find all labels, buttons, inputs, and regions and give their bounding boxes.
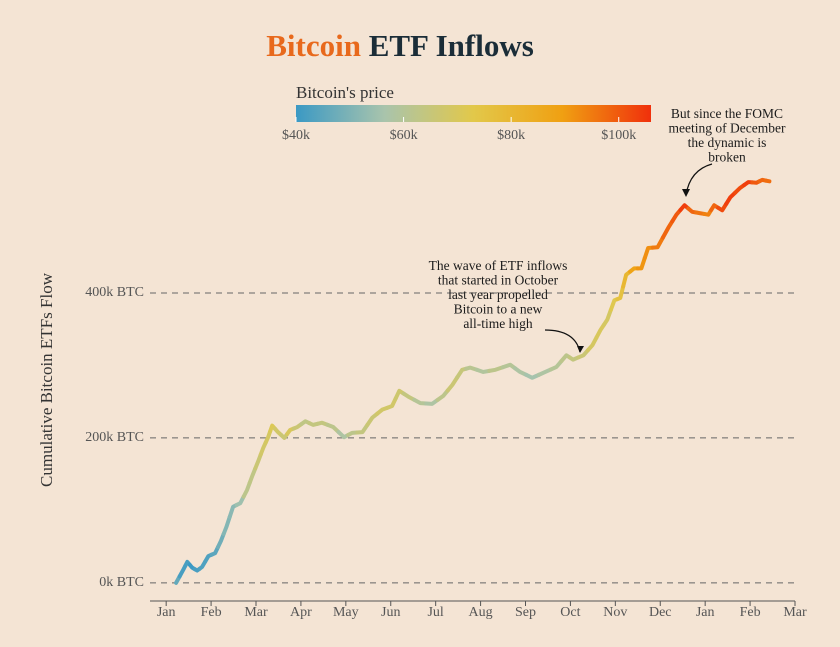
annotation: meeting of December: [669, 121, 786, 136]
line-segment: [401, 391, 417, 402]
line-segment: [487, 365, 505, 373]
y-tick-label: 200k BTC: [85, 430, 144, 445]
line-segment: [763, 178, 772, 184]
annotation: the dynamic is: [688, 135, 767, 150]
x-tick-label: Dec: [649, 605, 672, 620]
annotation: that started in October: [438, 273, 559, 288]
line-segment: [576, 348, 590, 360]
line-segment: [500, 362, 518, 371]
line-segment: [385, 396, 398, 410]
line-segment: [234, 494, 246, 507]
line-segment: [548, 359, 564, 372]
line-segment: [594, 322, 606, 340]
x-tick-label: Feb: [201, 605, 222, 620]
line-segment: [670, 207, 683, 224]
annotation: all-time high: [463, 316, 533, 331]
line-segment: [524, 372, 541, 380]
y-tick-label: 0k BTC: [99, 575, 144, 590]
annotation: last year propelled: [448, 287, 548, 302]
line-segment: [716, 201, 729, 213]
line-segment: [355, 422, 370, 435]
annotation: The wave of ETF inflows: [429, 258, 568, 273]
line-segment: [474, 367, 492, 374]
line-segment: [615, 284, 626, 302]
line-segment: [365, 411, 380, 427]
x-tick-label: Jul: [427, 605, 443, 620]
y-axis-label: Cumulative Bitcoin ETFs Flow: [37, 272, 56, 487]
x-tick-label: Feb: [740, 605, 761, 620]
colorbar: [296, 105, 651, 122]
annotation: broken: [708, 150, 746, 165]
line-segment: [241, 480, 252, 499]
x-tick-label: May: [333, 605, 359, 620]
x-tick-label: Oct: [560, 605, 580, 620]
line-segment: [263, 429, 273, 445]
title-highlight: Bitcoin: [266, 28, 361, 63]
line-segment: [724, 190, 738, 206]
line-segment: [424, 397, 440, 406]
x-tick-label: Mar: [244, 605, 268, 620]
line-segment: [464, 365, 479, 372]
line-segment: [197, 559, 208, 571]
x-tick-label: Jun: [381, 605, 400, 620]
annotation: Bitcoin to a new: [454, 302, 543, 317]
x-tick-label: Sep: [515, 605, 536, 620]
title-rest: ETF Inflows: [369, 28, 534, 63]
line-segment: [635, 256, 647, 271]
x-tick-label: Apr: [290, 605, 312, 620]
colorbar-tick-label: $80k: [497, 128, 525, 143]
annotation-arrowhead: [577, 346, 584, 353]
line-segment: [253, 452, 263, 471]
colorbar-title: Bitcoin's price: [296, 83, 394, 102]
line-segment: [660, 219, 675, 240]
x-tick-label: Jan: [157, 605, 176, 620]
x-tick-label: Nov: [603, 605, 627, 620]
line-segment: [513, 366, 529, 377]
line-segment: [445, 375, 460, 393]
line-segment: [209, 545, 221, 557]
x-tick-label: Aug: [469, 605, 493, 620]
x-tick-label: Mar: [783, 605, 807, 620]
y-tick-label: 400k BTC: [85, 285, 144, 300]
colorbar-tick-label: $60k: [390, 128, 418, 143]
annotation: But since the FOMC: [671, 106, 783, 121]
line-segment: [435, 388, 450, 402]
line-segment: [221, 514, 232, 536]
line-segment: [585, 335, 599, 353]
line-segment: [325, 422, 341, 435]
colorbar-tick-label: $40k: [282, 128, 310, 143]
x-tick-label: Jan: [696, 605, 715, 620]
line-segment: [601, 307, 613, 327]
chart-title: Bitcoin ETF Inflows: [266, 28, 534, 63]
colorbar-tick-label: $100k: [601, 128, 636, 143]
line-segment: [315, 420, 330, 427]
line-segment: [216, 531, 226, 550]
line-segment: [536, 367, 553, 377]
line-segment: [247, 466, 258, 485]
line-segment: [650, 235, 665, 250]
annotation-arrowhead: [682, 189, 690, 197]
